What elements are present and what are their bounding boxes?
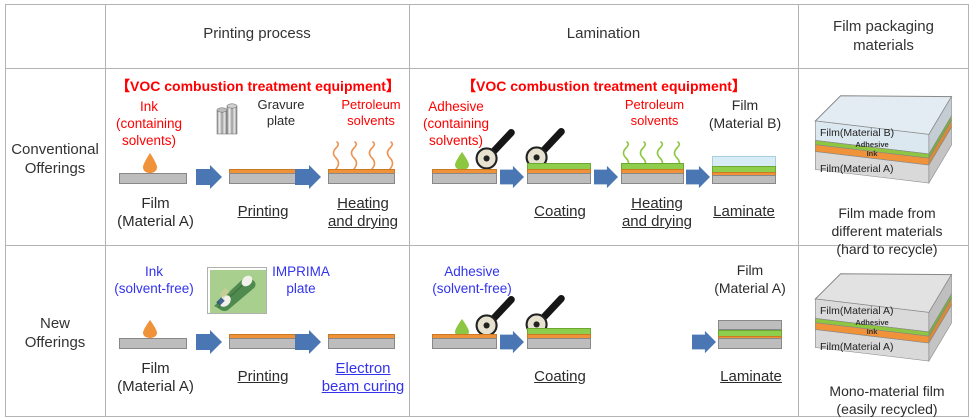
svg-text:Adhesive: Adhesive <box>855 318 888 327</box>
svg-text:Film(Material A): Film(Material A) <box>820 305 894 317</box>
svg-text:Film(Material B): Film(Material B) <box>820 127 894 139</box>
svg-text:Adhesive: Adhesive <box>855 140 888 149</box>
svg-text:Ink: Ink <box>867 149 879 158</box>
svg-text:Ink: Ink <box>867 327 879 336</box>
svg-text:Film(Material A): Film(Material A) <box>820 163 894 175</box>
svg-text:Film(Material A): Film(Material A) <box>820 341 894 353</box>
